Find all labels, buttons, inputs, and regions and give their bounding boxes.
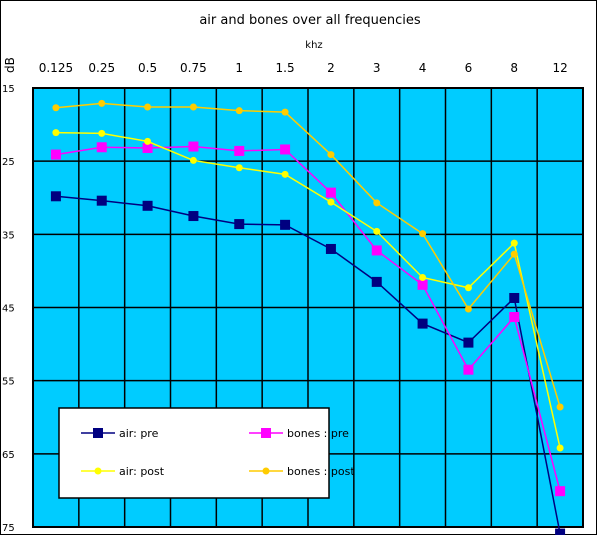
y-tick-label: 35 [2,230,15,241]
data-point [325,243,336,254]
data-point [509,292,520,303]
legend-label: air: post [119,465,165,478]
data-point [555,528,566,535]
y-tick-label: 25 [2,157,15,168]
data-point [188,211,199,222]
legend-marker [262,467,270,475]
legend-item: air: post [81,465,165,478]
x-tick-label: 0.5 [138,61,157,75]
series-line [55,102,561,408]
data-point [52,104,60,112]
data-point [281,170,289,178]
data-point [371,245,382,256]
series-bones-post [52,99,564,411]
data-point [142,200,153,211]
series-bones-pre [50,141,566,497]
data-point [464,305,472,313]
data-point [327,151,335,159]
legend-item: air: pre [81,427,159,440]
legend-box [58,407,330,499]
data-point [235,164,243,172]
x-tick-label: 3 [373,61,381,75]
x-tick-label: 0.25 [88,61,115,75]
y-tick-label: 45 [2,304,15,315]
data-point [510,239,518,247]
x-tick-label: 1 [235,61,243,75]
x-tick-label: 4 [419,61,427,75]
data-point [96,195,107,206]
x-tick-label: 12 [552,61,567,75]
legend-label: bones : post [287,465,355,478]
x-tick-label: 1.5 [276,61,295,75]
y-tick-label: 55 [2,377,15,388]
data-point [234,219,245,230]
legend-item: bones : pre [249,427,349,440]
data-point [556,444,564,452]
y-axis-label: dB [3,57,17,73]
series-air-pre [50,191,566,535]
data-point [234,145,245,156]
data-point [509,312,520,323]
data-point [327,198,335,206]
data-point [281,108,289,116]
series-line [55,145,561,492]
legend-marker [94,467,102,475]
legend: air: pre bones : pre air: post bones : post [58,407,355,499]
data-point [280,144,291,155]
x-tick-label: 8 [510,61,518,75]
data-point [555,486,566,497]
data-point [417,279,428,290]
legend-marker [261,428,271,438]
data-point [419,230,427,238]
data-point [417,318,428,329]
legend-marker [93,428,103,438]
data-point [419,274,427,282]
data-point [96,142,107,153]
data-point [189,103,197,111]
y-tick-label: 65 [2,450,15,461]
data-point [50,149,61,160]
data-point [373,199,381,207]
data-point [325,187,336,198]
data-point [98,129,106,137]
data-point [463,337,474,348]
series-air-post [52,129,564,452]
x-axis-label: khz [305,40,322,51]
data-point [188,141,199,152]
data-point [144,137,152,145]
legend-label: air: pre [119,427,159,440]
data-point [50,191,61,202]
x-tick-label: 6 [465,61,473,75]
series-line [55,195,561,534]
data-point [371,276,382,287]
data-point [373,227,381,235]
legend-label: bones : pre [287,427,349,440]
x-tick-label: 0.125 [39,61,73,75]
data-point [52,129,60,137]
chart-title: air and bones over all frequencies [199,13,421,28]
y-tick-label: 15 [2,84,15,95]
legend-item: bones : post [249,465,355,478]
y-tick-label: 75 [2,523,15,534]
data-point [189,156,197,164]
data-point [556,403,564,411]
data-point [280,219,291,230]
data-point [142,142,153,153]
data-point [463,364,474,375]
data-point [98,99,106,107]
x-tick-label: 0.75 [180,61,207,75]
x-tick-label: 2 [327,61,335,75]
data-point [510,250,518,258]
data-point [235,107,243,115]
data-point [144,103,152,111]
data-point [464,284,472,292]
series-line [55,131,561,449]
